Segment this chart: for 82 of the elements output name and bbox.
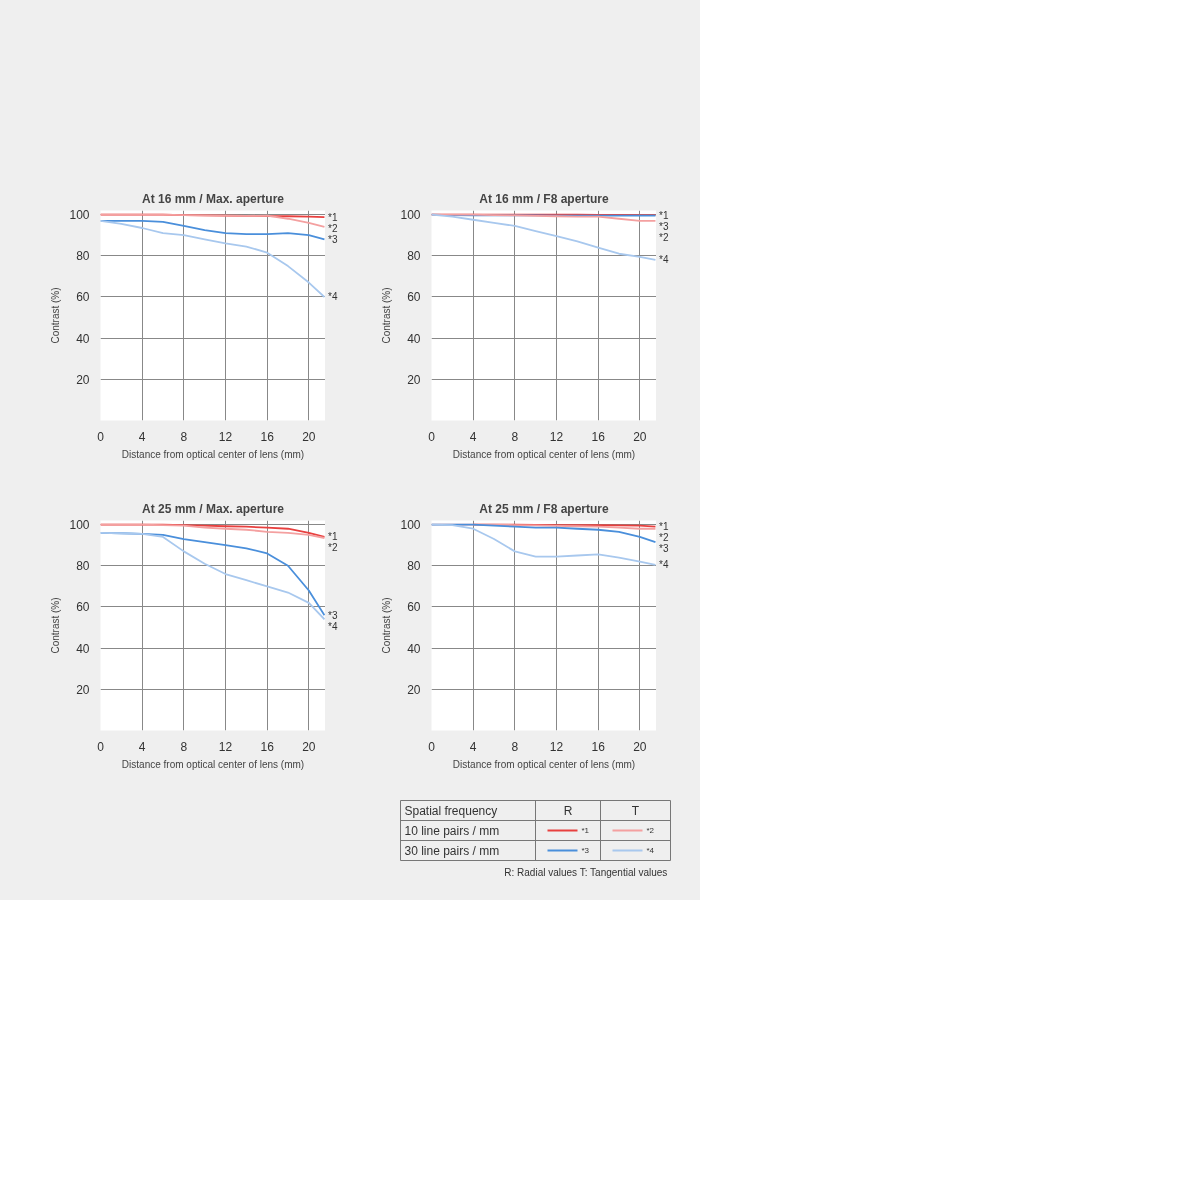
x-tick-label: 12 bbox=[549, 739, 564, 754]
y-tick-label: 100 bbox=[400, 518, 421, 533]
x-tick-label: 0 bbox=[428, 429, 436, 444]
text: R bbox=[563, 803, 573, 818]
x-tick-label: 8 bbox=[180, 429, 188, 444]
series-label: *4 bbox=[659, 559, 669, 571]
series-label: *1 bbox=[328, 531, 338, 543]
x-tick-label: 0 bbox=[97, 429, 105, 444]
y-tick-label: 60 bbox=[407, 290, 421, 305]
x-tick-label: 20 bbox=[633, 739, 647, 754]
chart-title: At 25 mm / F8 aperture bbox=[479, 501, 610, 516]
x-tick-label: 12 bbox=[218, 429, 233, 444]
series-label: *2 bbox=[328, 542, 338, 554]
y-tick-label: 20 bbox=[76, 682, 90, 697]
x-axis-title: Distance from optical center of lens (mm) bbox=[452, 758, 636, 770]
series-label: *1 bbox=[659, 209, 669, 221]
series-label: *2 bbox=[328, 222, 338, 234]
x-tick-label: 16 bbox=[260, 739, 275, 754]
x-axis-title: Distance from optical center of lens (mm) bbox=[121, 758, 305, 770]
y-tick-label: 100 bbox=[69, 208, 90, 223]
x-tick-label: 12 bbox=[218, 739, 233, 754]
text: R: Radial values T: Tangential values bbox=[504, 867, 668, 878]
x-tick-label: 16 bbox=[260, 429, 275, 444]
x-tick-label: 4 bbox=[469, 429, 477, 444]
x-tick-label: 4 bbox=[138, 429, 146, 444]
y-tick-label: 100 bbox=[69, 518, 90, 533]
x-tick-label: 12 bbox=[549, 429, 564, 444]
text: *2 bbox=[646, 826, 655, 835]
series-label: *3 bbox=[328, 609, 338, 621]
series-label: *3 bbox=[328, 233, 338, 245]
text: Spatial frequency bbox=[404, 803, 498, 818]
x-tick-label: 16 bbox=[591, 429, 606, 444]
x-tick-label: 4 bbox=[138, 739, 146, 754]
text: *4 bbox=[646, 846, 655, 855]
y-tick-label: 20 bbox=[76, 372, 90, 387]
x-tick-label: 8 bbox=[511, 739, 519, 754]
series-label: *4 bbox=[328, 620, 338, 632]
series-label: *4 bbox=[328, 291, 338, 303]
x-axis-title: Distance from optical center of lens (mm) bbox=[121, 448, 305, 460]
chart-title: At 25 mm / Max. aperture bbox=[141, 501, 285, 516]
x-tick-label: 0 bbox=[97, 739, 105, 754]
series-label: *4 bbox=[659, 254, 669, 266]
y-tick-label: 40 bbox=[407, 331, 421, 346]
x-tick-label: 8 bbox=[180, 739, 188, 754]
text: 30 line pairs / mm bbox=[404, 843, 500, 858]
y-tick-label: 40 bbox=[76, 641, 90, 656]
chart-title: At 16 mm / F8 aperture bbox=[479, 191, 610, 206]
x-tick-label: 20 bbox=[633, 429, 647, 444]
x-tick-label: 8 bbox=[511, 429, 519, 444]
chart-title: At 16 mm / Max. aperture bbox=[141, 191, 285, 206]
x-axis-title: Distance from optical center of lens (mm) bbox=[452, 448, 636, 460]
y-axis-title: Contrast (%) bbox=[381, 597, 393, 654]
y-tick-label: 40 bbox=[407, 641, 421, 656]
y-axis-title: Contrast (%) bbox=[50, 597, 62, 654]
y-axis-title: Contrast (%) bbox=[50, 287, 62, 344]
series-label: *2 bbox=[659, 532, 669, 544]
y-axis-title: Contrast (%) bbox=[381, 287, 393, 344]
text: 10 line pairs / mm bbox=[404, 823, 500, 838]
text: *1 bbox=[581, 826, 590, 835]
series-label: *1 bbox=[659, 521, 669, 533]
y-tick-label: 40 bbox=[76, 331, 90, 346]
y-tick-label: 60 bbox=[76, 600, 90, 615]
y-tick-label: 80 bbox=[407, 249, 421, 264]
series-label: *3 bbox=[659, 543, 669, 555]
y-tick-label: 20 bbox=[407, 372, 421, 387]
series-label: *2 bbox=[659, 231, 669, 243]
x-tick-label: 4 bbox=[469, 739, 477, 754]
x-tick-label: 20 bbox=[302, 739, 316, 754]
text: *3 bbox=[581, 846, 590, 855]
y-tick-label: 80 bbox=[76, 559, 90, 574]
text: T bbox=[631, 803, 640, 818]
series-label: *1 bbox=[328, 211, 338, 223]
y-tick-label: 60 bbox=[76, 290, 90, 305]
y-tick-label: 60 bbox=[407, 600, 421, 615]
x-tick-label: 20 bbox=[302, 429, 316, 444]
y-tick-label: 100 bbox=[400, 208, 421, 223]
x-tick-label: 16 bbox=[591, 739, 606, 754]
y-tick-label: 80 bbox=[76, 249, 90, 264]
y-tick-label: 20 bbox=[407, 682, 421, 697]
y-tick-label: 80 bbox=[407, 559, 421, 574]
series-label: *3 bbox=[659, 220, 669, 232]
x-tick-label: 0 bbox=[428, 739, 436, 754]
